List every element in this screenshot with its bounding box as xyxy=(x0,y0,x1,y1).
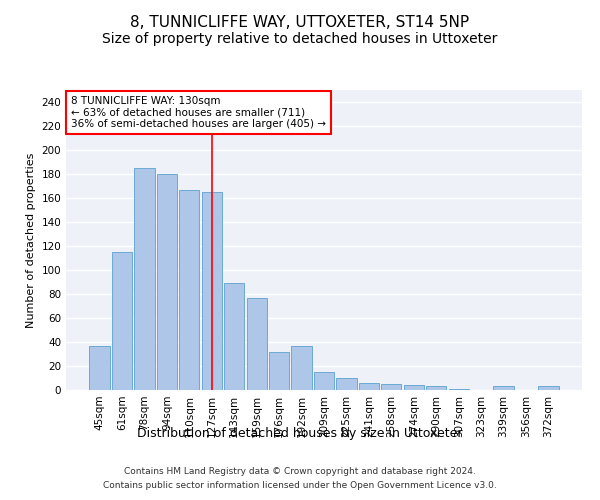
Bar xyxy=(224,283,244,390)
Bar xyxy=(247,298,267,390)
Bar xyxy=(292,346,311,390)
Bar xyxy=(493,386,514,390)
Bar xyxy=(314,372,334,390)
Bar xyxy=(449,389,469,390)
Y-axis label: Number of detached properties: Number of detached properties xyxy=(26,152,36,328)
Bar xyxy=(112,252,132,390)
Text: Contains public sector information licensed under the Open Government Licence v3: Contains public sector information licen… xyxy=(103,481,497,490)
Bar xyxy=(202,192,222,390)
Bar xyxy=(538,386,559,390)
Bar xyxy=(179,190,199,390)
Text: Size of property relative to detached houses in Uttoxeter: Size of property relative to detached ho… xyxy=(103,32,497,46)
Text: Contains HM Land Registry data © Crown copyright and database right 2024.: Contains HM Land Registry data © Crown c… xyxy=(124,468,476,476)
Bar xyxy=(381,384,401,390)
Text: 8, TUNNICLIFFE WAY, UTTOXETER, ST14 5NP: 8, TUNNICLIFFE WAY, UTTOXETER, ST14 5NP xyxy=(130,15,470,30)
Bar xyxy=(269,352,289,390)
Bar xyxy=(89,346,110,390)
Bar xyxy=(426,386,446,390)
Bar xyxy=(337,378,356,390)
Bar xyxy=(134,168,155,390)
Text: Distribution of detached houses by size in Uttoxeter: Distribution of detached houses by size … xyxy=(137,428,463,440)
Bar xyxy=(157,174,177,390)
Bar xyxy=(359,383,379,390)
Bar xyxy=(404,385,424,390)
Text: 8 TUNNICLIFFE WAY: 130sqm
← 63% of detached houses are smaller (711)
36% of semi: 8 TUNNICLIFFE WAY: 130sqm ← 63% of detac… xyxy=(71,96,326,129)
